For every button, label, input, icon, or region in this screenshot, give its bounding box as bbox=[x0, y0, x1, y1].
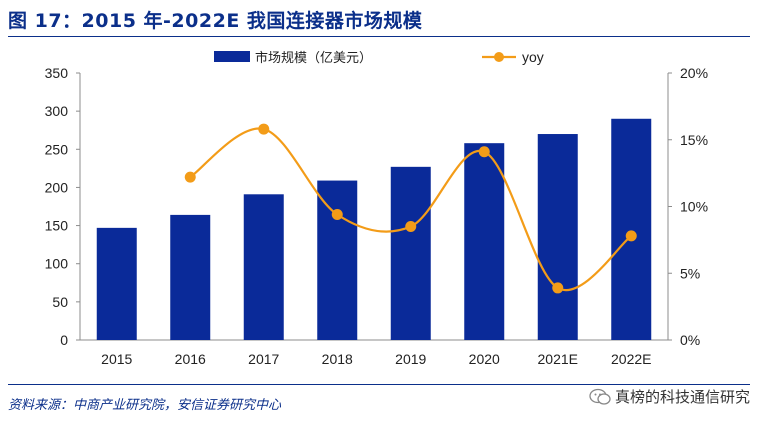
y-right-tick-label: 15% bbox=[680, 132, 708, 148]
bar bbox=[611, 118, 652, 341]
yoy-point bbox=[258, 123, 270, 135]
y-right-tick-label: 10% bbox=[680, 199, 708, 215]
legend-swatch-bar bbox=[214, 51, 250, 62]
y-left-tick-label: 350 bbox=[45, 65, 69, 81]
source-note: 资料来源：中商产业研究院，安信证券研究中心 bbox=[8, 398, 282, 413]
yoy-point bbox=[478, 146, 490, 158]
watermark: 真榜的科技通信研究 bbox=[589, 386, 750, 407]
yoy-point bbox=[405, 221, 417, 233]
x-tick-label: 2021E bbox=[538, 351, 578, 367]
footer-rule bbox=[8, 384, 750, 385]
y-left-tick-label: 200 bbox=[45, 179, 69, 195]
x-tick-label: 2015 bbox=[101, 351, 132, 367]
bar bbox=[317, 180, 358, 340]
yoy-point bbox=[552, 282, 564, 294]
yoy-point bbox=[184, 171, 196, 183]
bar bbox=[390, 166, 431, 340]
bar bbox=[464, 143, 505, 340]
x-tick-label: 2022E bbox=[611, 351, 651, 367]
y-left-tick-label: 250 bbox=[45, 141, 69, 157]
watermark-text: 真榜的科技通信研究 bbox=[614, 388, 750, 406]
yoy-point bbox=[625, 230, 637, 242]
y-left-tick-label: 150 bbox=[45, 218, 69, 234]
y-right-tick-label: 20% bbox=[680, 65, 708, 81]
bar bbox=[243, 194, 284, 340]
y-left-tick-label: 100 bbox=[45, 256, 69, 272]
x-tick-label: 2016 bbox=[175, 351, 206, 367]
x-tick-label: 2017 bbox=[248, 351, 279, 367]
bar bbox=[170, 214, 211, 340]
title-rule bbox=[8, 36, 750, 37]
wechat-icon bbox=[589, 388, 611, 405]
bar bbox=[96, 227, 137, 340]
x-tick-label: 2020 bbox=[469, 351, 500, 367]
x-tick-label: 2018 bbox=[322, 351, 353, 367]
figure-title: 图 17：2015 年-2022E 我国连接器市场规模 bbox=[8, 10, 423, 32]
bar bbox=[537, 134, 578, 340]
y-left-tick-label: 0 bbox=[60, 332, 68, 348]
x-tick-label: 2019 bbox=[395, 351, 426, 367]
y-left-tick-label: 300 bbox=[45, 103, 69, 119]
legend-label-line: yoy bbox=[522, 49, 544, 65]
yoy-point bbox=[331, 209, 343, 221]
y-left-tick-label: 50 bbox=[52, 294, 68, 310]
legend-swatch-marker bbox=[494, 52, 504, 62]
y-right-tick-label: 5% bbox=[680, 265, 700, 281]
y-right-tick-label: 0% bbox=[680, 332, 700, 348]
legend-label-bar: 市场规模（亿美元） bbox=[255, 50, 372, 65]
chart: 0 50 100 150 200 250 300 350 0% 5% 10% 15% 20% 2015 20… bbox=[45, 49, 708, 367]
